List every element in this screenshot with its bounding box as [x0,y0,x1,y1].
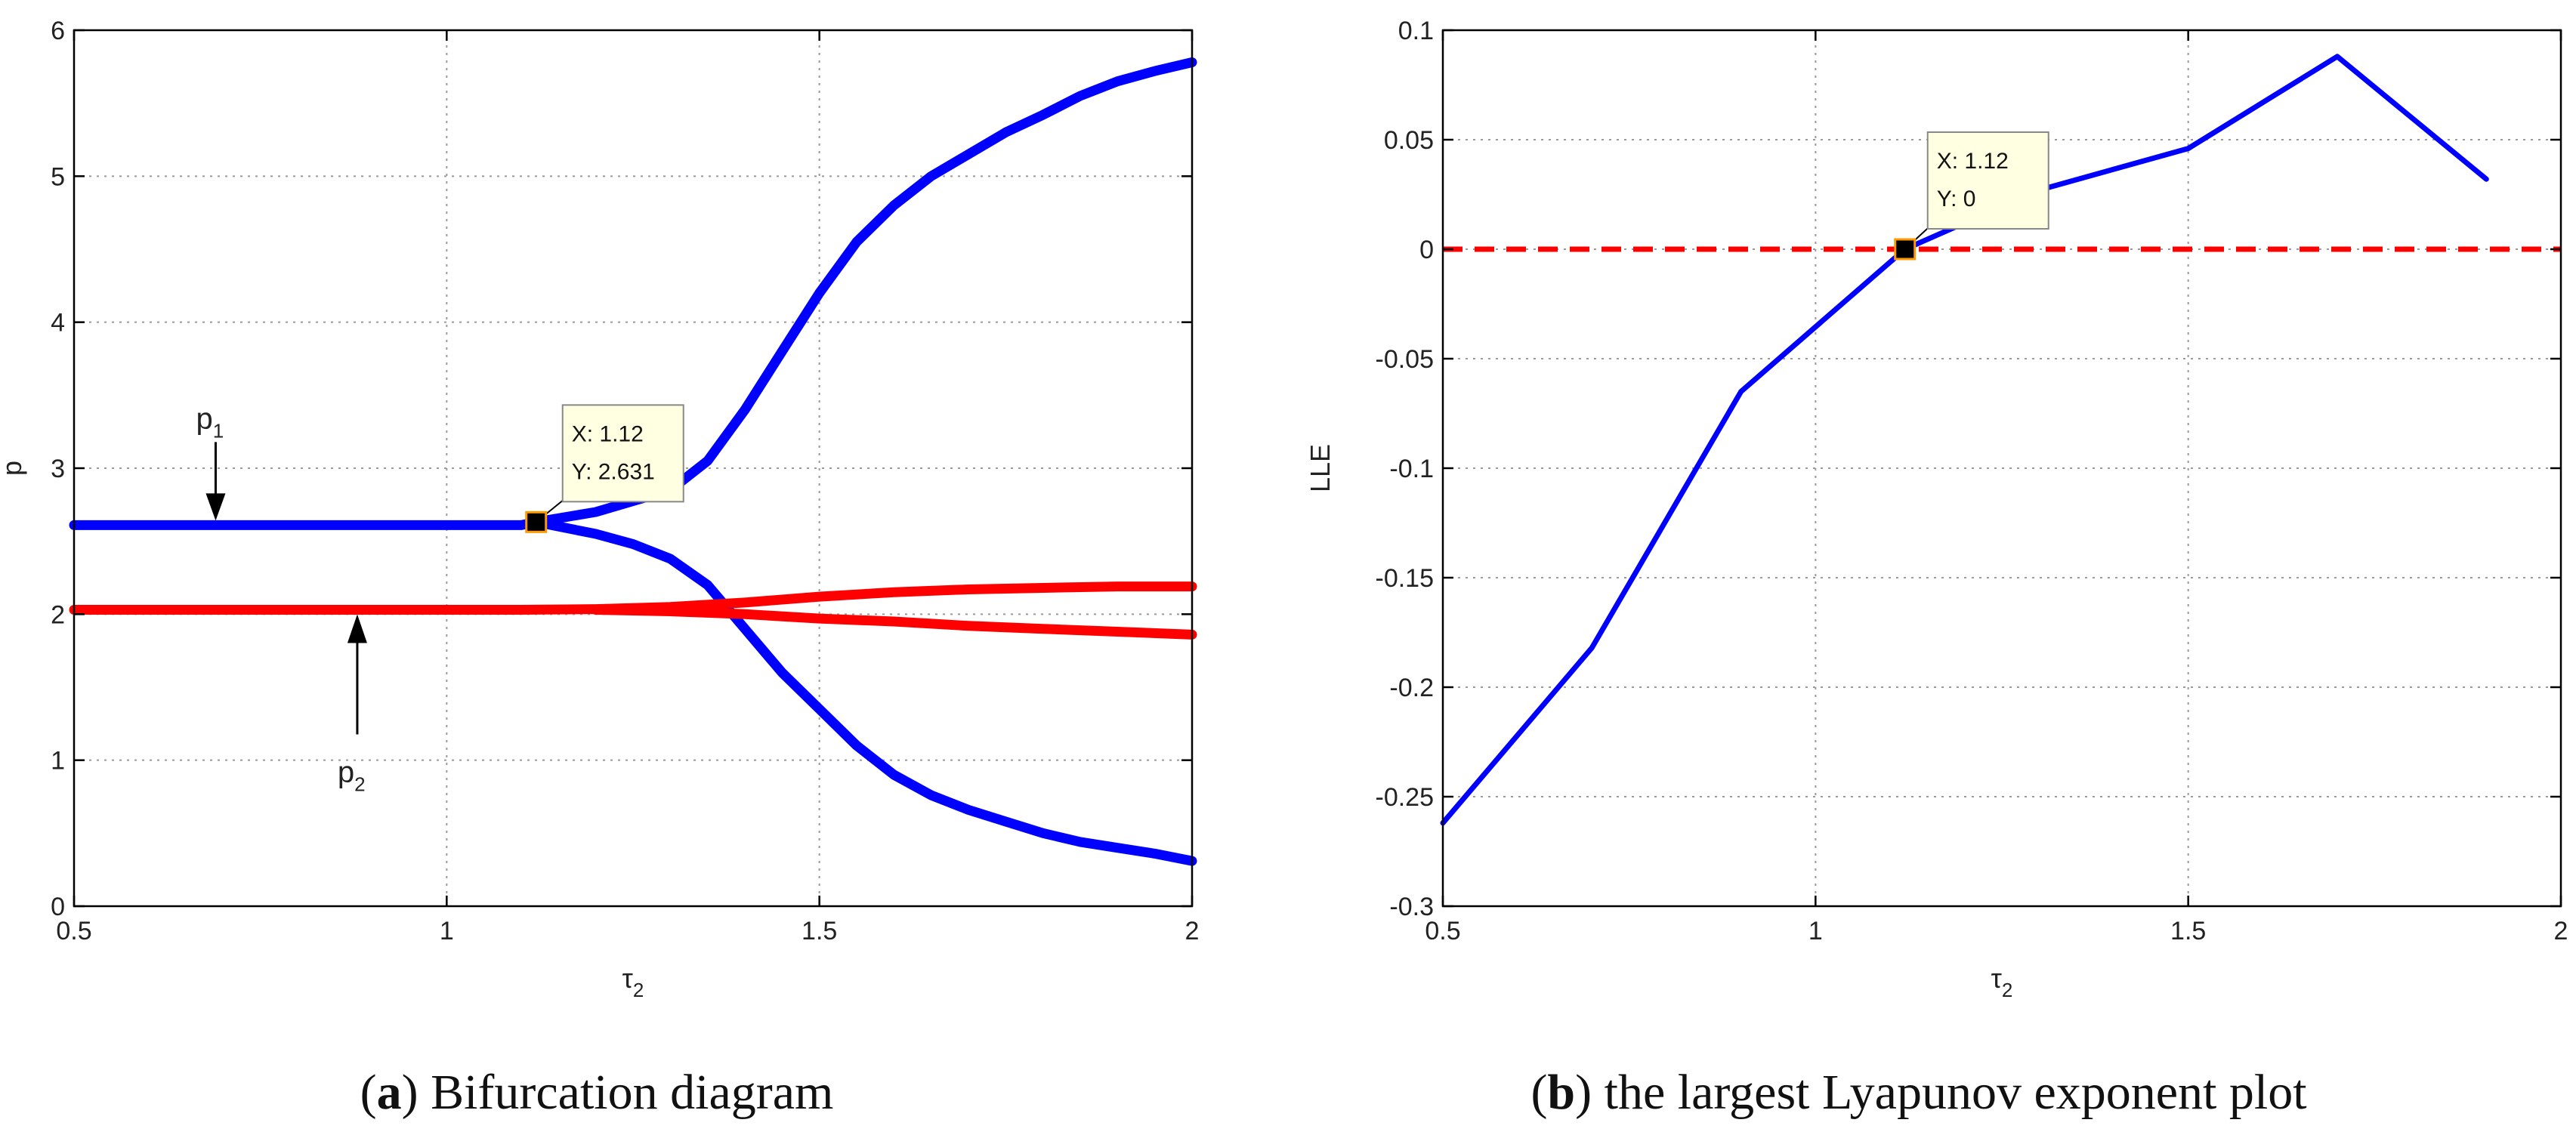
a-x-tick-label: 1.5 [802,917,837,945]
a-annotation-arrow-head [347,614,367,643]
a-x-tick-label: 2 [1185,917,1200,945]
panel-b-lyapunov-chart: 0.5 1 1.5 2 -0.3 -0.25 -0.2 -0.15 -0.1 -0.05 0 0.05… [1305,17,2568,1001]
b-y-tick-label: -0.15 [1376,564,1435,593]
a-y-tick-label: 5 [51,162,65,191]
a-x-tick-label: 0.5 [56,917,91,945]
caption-b-text: the largest Lyapunov exponent plot [1592,1065,2306,1120]
a-x-axis-label: τ2 [622,963,644,1001]
b-x-tick-label: 1.5 [2170,917,2206,945]
a-annotation-label: p2 [338,756,366,796]
a-annotation-label-main: p [196,402,212,435]
b-x-tick-label: 2 [2554,917,2568,945]
a-datatip-marker [525,510,548,533]
b-x-tick-label: 1 [1808,917,1823,945]
caption-a-text: Bifurcation diagram [419,1065,834,1120]
b-datatip-box [1926,131,2049,230]
a-datatip-box [561,404,684,503]
b-y-tick-label: -0.05 [1376,345,1435,374]
b-y-tick-label: 0 [1419,236,1434,264]
a-y-axis-label: p [0,461,27,476]
b-x-tick-label: 0.5 [1425,917,1460,945]
a-annotation-label: p1 [196,402,224,442]
a-annotation-label-sub: 2 [354,773,365,796]
b-datatip-x-text: X: 1.12 [1937,149,2009,174]
a-y-tick-label: 2 [51,600,65,629]
a-datatip-x-text: X: 1.12 [572,421,644,446]
a-series-2-line [69,581,1197,615]
b-y-tick-label: -0.3 [1389,893,1434,921]
a-series-1-line [531,517,1197,866]
a-y-tick-label: 0 [51,893,65,921]
caption-a: (a) Bifurcation diagram [360,1065,834,1120]
caption-b-letter: b [1547,1065,1575,1120]
b-y-axis-label: LLE [1305,444,1336,492]
a-y-tick-label: 6 [51,17,65,45]
a-x-tick-label: 1 [440,917,454,945]
a-x-axis-label-main: τ [622,963,633,994]
b-y-tick-label: -0.2 [1389,674,1434,702]
caption-b: (b) the largest Lyapunov exponent plot [1530,1065,2306,1120]
a-datatip-y-text: Y: 2.631 [572,459,655,484]
a-series-3-line [591,605,1197,640]
panel-a-bifurcation-chart: 0.511.520123456τ2pp1p2X: 1.12Y: 2.631 [0,17,1199,1001]
b-y-tick-label: -0.1 [1389,455,1434,483]
a-annotation-arrow-head [205,493,226,521]
b-datatip-marker [1894,238,1917,261]
b-datatip-y-text: Y: 0 [1937,187,1976,211]
caption-a-letter: a [377,1065,402,1120]
b-x-axis-label: τ2 [1991,963,2013,1001]
b-y-tick-label: -0.25 [1376,783,1435,812]
b-y-tick-label: 0.05 [1384,126,1434,155]
b-y-tick-label: 0.1 [1398,17,1434,45]
b-x-axis-label-sub: 2 [2002,979,2012,1001]
a-y-tick-label: 3 [51,455,65,483]
a-y-tick-label: 4 [51,309,65,338]
a-x-axis-label-sub: 2 [633,979,644,1001]
a-annotation-label-main: p [338,756,354,789]
a-y-tick-label: 1 [51,747,65,776]
a-annotation-label-sub: 1 [213,419,224,442]
b-x-axis-label-main: τ [1991,963,2002,994]
